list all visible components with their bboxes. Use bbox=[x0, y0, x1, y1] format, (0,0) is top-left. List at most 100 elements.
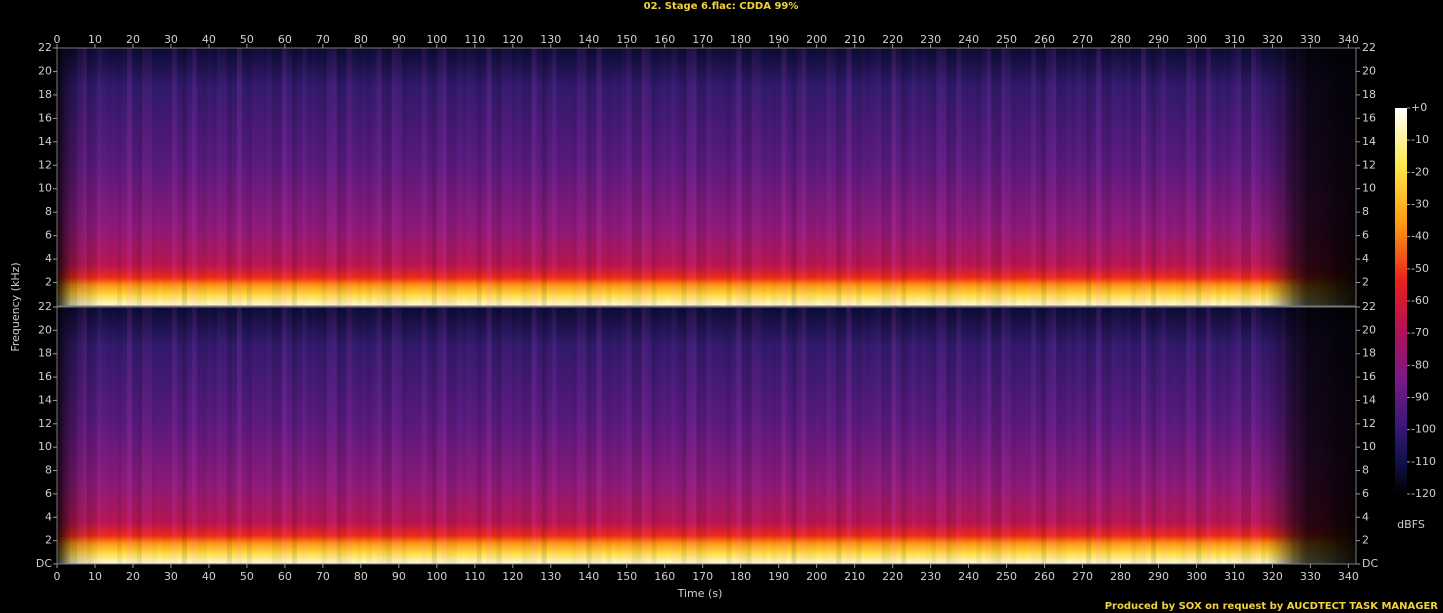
panel-frame bbox=[56, 47, 1357, 307]
x-tick-label: 60 bbox=[278, 33, 292, 46]
x-tick-label: 310 bbox=[1224, 33, 1245, 46]
y-tick-label: 14 bbox=[1362, 393, 1376, 406]
y-tick-label: 18 bbox=[1362, 88, 1376, 101]
y-tick-label: 10 bbox=[38, 182, 52, 195]
x-tick-label: 30 bbox=[164, 33, 178, 46]
x-tick-label: 180 bbox=[730, 570, 751, 583]
panel-frame bbox=[56, 306, 1357, 565]
x-tick-label: 130 bbox=[540, 570, 561, 583]
y-tick-label: 20 bbox=[38, 323, 52, 336]
x-tick-label: 160 bbox=[654, 570, 675, 583]
x-tick-label: 80 bbox=[354, 570, 368, 583]
chart-title: 02. Stage 6.flac: CDDA 99% bbox=[644, 1, 799, 12]
x-tick-label: 200 bbox=[806, 33, 827, 46]
y-tick-label: 6 bbox=[45, 487, 52, 500]
y-tick-label: 8 bbox=[1362, 464, 1369, 477]
y-tick-label: 16 bbox=[38, 370, 52, 383]
x-tick-label: 190 bbox=[768, 33, 789, 46]
y-tick-label: 22 bbox=[1362, 300, 1376, 313]
edge-fade bbox=[57, 48, 1356, 306]
x-tick-label: 230 bbox=[920, 33, 941, 46]
x-tick-label: 340 bbox=[1338, 33, 1359, 46]
colorbar-tick-label: -90 bbox=[1411, 391, 1429, 404]
x-tick-label: 200 bbox=[806, 570, 827, 583]
x-tick-label: 250 bbox=[996, 33, 1017, 46]
edge-fade bbox=[57, 307, 1356, 564]
x-tick-label: 20 bbox=[126, 570, 140, 583]
colorbar bbox=[1395, 108, 1407, 494]
x-tick-label: 250 bbox=[996, 570, 1017, 583]
y-tick-label: 10 bbox=[1362, 182, 1376, 195]
x-tick-label: 340 bbox=[1338, 570, 1359, 583]
y-tick-label: 14 bbox=[1362, 135, 1376, 148]
x-tick-label: 270 bbox=[1072, 33, 1093, 46]
colorbar-tick-label: -110 bbox=[1411, 455, 1436, 468]
y-tick-label: 20 bbox=[1362, 64, 1376, 77]
x-tick-label: 70 bbox=[316, 570, 330, 583]
x-tick-label: 280 bbox=[1110, 570, 1131, 583]
colorbar-tick-label: -60 bbox=[1411, 294, 1429, 307]
y-tick-label: 8 bbox=[45, 205, 52, 218]
x-tick-label: 40 bbox=[202, 33, 216, 46]
y-tick-label: 20 bbox=[1362, 323, 1376, 336]
y-tick-label: 6 bbox=[1362, 487, 1369, 500]
x-tick-label: 170 bbox=[692, 570, 713, 583]
x-tick-label: 0 bbox=[54, 33, 61, 46]
x-tick-label: 320 bbox=[1262, 33, 1283, 46]
y-tick-label: DC bbox=[1362, 557, 1378, 570]
x-tick-label: 10 bbox=[88, 33, 102, 46]
x-tick-label: 70 bbox=[316, 33, 330, 46]
y-tick-label: 4 bbox=[1362, 510, 1369, 523]
x-tick-label: 50 bbox=[240, 570, 254, 583]
colorbar-label: dBFS bbox=[1397, 518, 1425, 531]
y-tick-label: 10 bbox=[1362, 440, 1376, 453]
y-tick-label: 22 bbox=[1362, 41, 1376, 54]
x-tick-label: 0 bbox=[54, 570, 61, 583]
y-tick-label: 12 bbox=[1362, 417, 1376, 430]
y-tick-label: 2 bbox=[1362, 534, 1369, 547]
y-tick-label: 4 bbox=[45, 252, 52, 265]
x-tick-label: 100 bbox=[426, 570, 447, 583]
x-tick-label: 80 bbox=[354, 33, 368, 46]
y-tick-label: 18 bbox=[38, 347, 52, 360]
x-tick-label: 120 bbox=[502, 570, 523, 583]
x-tick-label: 210 bbox=[844, 570, 865, 583]
x-tick-label: 260 bbox=[1034, 33, 1055, 46]
x-tick-label: 160 bbox=[654, 33, 675, 46]
x-tick-label: 90 bbox=[392, 570, 406, 583]
x-tick-label: 150 bbox=[616, 570, 637, 583]
x-tick-label: 220 bbox=[882, 570, 903, 583]
colorbar-tick-label: -100 bbox=[1411, 423, 1436, 436]
y-tick-label: 22 bbox=[38, 41, 52, 54]
x-axis-label: Time (s) bbox=[677, 587, 723, 600]
x-tick-label: 140 bbox=[578, 570, 599, 583]
y-tick-label: 6 bbox=[45, 229, 52, 242]
y-tick-label: 2 bbox=[45, 534, 52, 547]
x-tick-label: 290 bbox=[1148, 33, 1169, 46]
x-tick-label: 220 bbox=[882, 33, 903, 46]
colorbar-tick-label: +0 bbox=[1411, 101, 1427, 114]
colorbar-tick-label: -20 bbox=[1411, 165, 1429, 178]
x-tick-label: 150 bbox=[616, 33, 637, 46]
x-tick-label: 310 bbox=[1224, 570, 1245, 583]
y-tick-label: 18 bbox=[1362, 347, 1376, 360]
y-tick-label: 8 bbox=[45, 464, 52, 477]
y-tick-label: 4 bbox=[45, 510, 52, 523]
colorbar-tick-label: -40 bbox=[1411, 230, 1429, 243]
y-tick-label: 22 bbox=[38, 300, 52, 313]
x-tick-label: 270 bbox=[1072, 570, 1093, 583]
y-tick-label: 12 bbox=[1362, 158, 1376, 171]
y-tick-label: 10 bbox=[38, 440, 52, 453]
x-tick-label: 240 bbox=[958, 570, 979, 583]
x-tick-label: 140 bbox=[578, 33, 599, 46]
y-tick-label: 12 bbox=[38, 417, 52, 430]
y-tick-label: 16 bbox=[1362, 111, 1376, 124]
colorbar-tick-label: -70 bbox=[1411, 326, 1429, 339]
colorbar-tick-label: -30 bbox=[1411, 198, 1429, 211]
x-tick-label: 110 bbox=[464, 570, 485, 583]
y-tick-label: 8 bbox=[1362, 205, 1369, 218]
x-tick-label: 110 bbox=[464, 33, 485, 46]
y-tick-label: DC bbox=[36, 557, 52, 570]
